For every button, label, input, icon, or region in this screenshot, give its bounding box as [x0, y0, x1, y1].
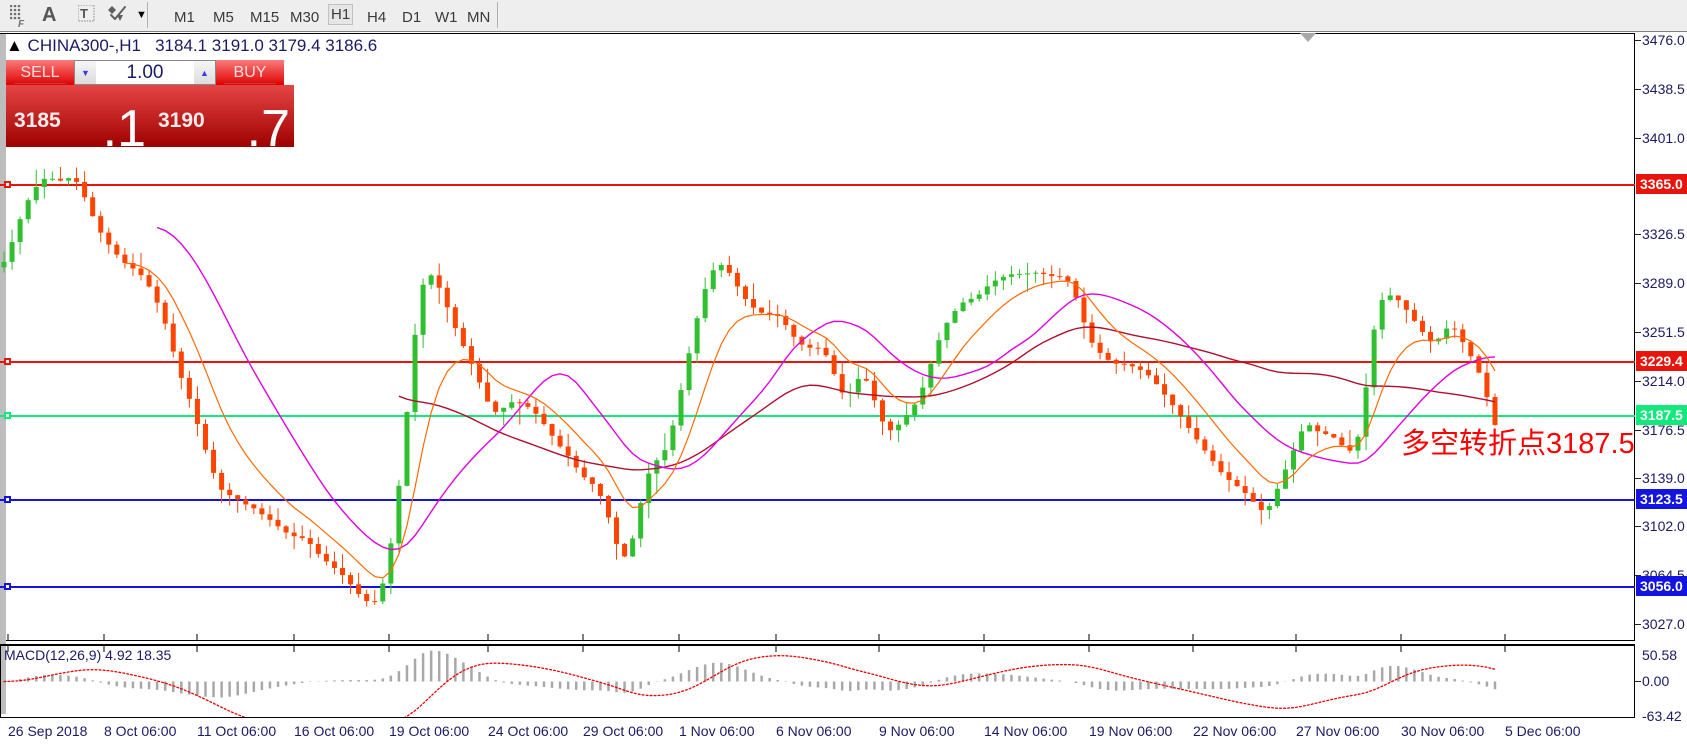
- svg-text:T: T: [80, 6, 88, 21]
- svg-text:F: F: [18, 19, 25, 27]
